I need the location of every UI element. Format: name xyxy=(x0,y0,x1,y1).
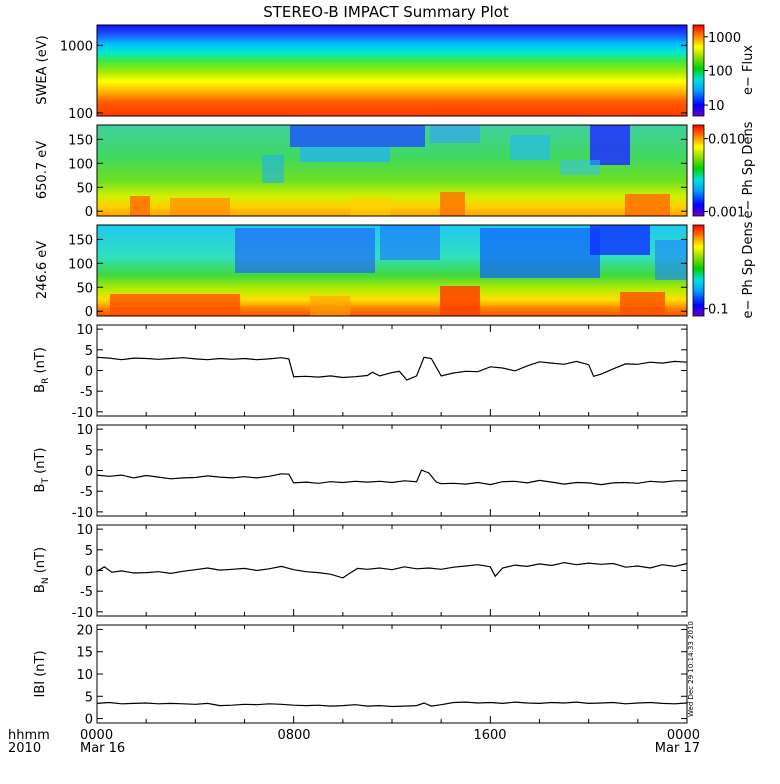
swea-frame xyxy=(96,24,688,117)
date-label-start: Mar 16 xyxy=(80,741,125,756)
corner-label-hhmm: hhmm xyxy=(8,728,50,743)
bn-ytick-label: 0 xyxy=(85,565,93,580)
bt-ytick-label: 0 xyxy=(85,465,93,480)
br-ytick-label: 10 xyxy=(76,323,93,338)
bmag-series-line xyxy=(96,701,688,708)
pad650-frame xyxy=(96,124,688,217)
pad246-y-axis: 0 50 100 150 xyxy=(68,233,687,320)
swea-ylabel: SWEA (eV) xyxy=(35,35,50,104)
pad246-frame xyxy=(96,224,688,317)
bn-ytick-label: 5 xyxy=(85,544,93,559)
pad246-ytick-label: 150 xyxy=(68,233,93,248)
swea-colorbar-label: e− Flux xyxy=(741,45,756,95)
bmag-ytick-label: 10 xyxy=(76,668,93,683)
plot-title: STEREO-B IMPACT Summary Plot xyxy=(263,3,509,21)
pad650-ytick-label: 0 xyxy=(85,205,93,220)
pad650-y-axis: 0 50 100 150 xyxy=(68,133,687,220)
bmag-ytick-label: 15 xyxy=(76,646,93,661)
bn-ylabel: BN (nT) xyxy=(33,547,51,593)
swea-ytick-label: 100 xyxy=(68,107,93,122)
pad246-colorbar xyxy=(692,224,705,317)
pad650-ytick-label: 150 xyxy=(68,133,93,148)
pad650-ylabel: 650.7 eV xyxy=(35,141,50,199)
swea-ytick-label: 1000 xyxy=(60,39,93,54)
date-label-end: Mar 17 xyxy=(655,741,700,756)
bt-frame xyxy=(96,424,688,517)
pad650-panel: 0 50 100 150 650.7 eV 0.010 0.001 e− Ph Sp D… xyxy=(35,121,756,220)
pad246-ylabel: 246.6 eV xyxy=(35,241,50,299)
swea-colorbar-tick-label: 100 xyxy=(708,65,733,80)
bt-series-line xyxy=(96,469,687,486)
side-stamp: Wed Dec 29 10:14:33 2010 xyxy=(687,621,695,717)
bn-x-ticks xyxy=(96,525,688,616)
pad650-colorbar-tick-label: 0.010 xyxy=(708,133,745,148)
pad650-colorbar-tick-label: 0.001 xyxy=(708,205,745,220)
swea-colorbar-tick-label: 1000 xyxy=(708,31,741,46)
swea-panel: 100 1000 SWEA (eV) 1000 100 10 e− Flux xyxy=(35,24,756,122)
br-panel: -10 -5 0 5 10 BR (nT) xyxy=(33,323,688,421)
bt-ytick-label: 5 xyxy=(85,444,93,459)
pad246-ytick-label: 100 xyxy=(68,257,93,272)
br-ytick-label: -10 xyxy=(72,406,93,421)
bmag-x-ticks xyxy=(96,625,688,723)
br-ytick-label: -5 xyxy=(80,385,93,400)
swea-y-axis: 100 1000 xyxy=(60,39,687,122)
bmag-ytick-label: 0 xyxy=(85,713,93,728)
br-series-line xyxy=(96,356,688,381)
bmag-frame xyxy=(96,624,688,724)
swea-colorbar-tick-label: 10 xyxy=(708,99,725,114)
pad246-colorbar-tick-label: 0.1 xyxy=(708,303,729,318)
bn-ytick-label: 10 xyxy=(76,523,93,538)
corner-label-year: 2010 xyxy=(8,741,41,756)
pad650-features xyxy=(130,125,670,216)
bt-panel: -10 -5 0 5 10 BT (nT) xyxy=(33,423,688,521)
bt-y-axis: -10 -5 0 5 10 xyxy=(72,423,687,521)
bt-x-ticks xyxy=(96,425,688,516)
pad246-ytick-label: 0 xyxy=(85,305,93,320)
br-ylabel: BR (nT) xyxy=(33,347,51,393)
bmag-ytick-label: 5 xyxy=(85,690,93,705)
pad246-panel: 0 50 100 150 246.6 eV 0.1 e− Ph Sp Dens xyxy=(35,221,756,320)
bn-series-line xyxy=(96,561,688,579)
swea-spectrogram xyxy=(97,25,687,116)
bt-ylabel: BT (nT) xyxy=(33,448,51,493)
pad650-colorbar xyxy=(692,124,705,217)
bt-ytick-label: -5 xyxy=(80,485,93,500)
br-ytick-label: 5 xyxy=(85,344,93,359)
br-x-ticks xyxy=(96,325,688,416)
time-label-0000-end: 0000 xyxy=(667,728,700,743)
bmag-panel: 0 5 10 15 20 IBI (nT) Wed Dec 29 10:14:33 20… xyxy=(33,621,695,727)
bmag-ytick-label: 20 xyxy=(76,623,93,638)
time-label-1600: 1600 xyxy=(473,728,506,743)
time-label-0800: 0800 xyxy=(277,728,310,743)
pad650-colorbar-label: e− Ph Sp Dens xyxy=(741,121,756,218)
br-ytick-label: 0 xyxy=(85,365,93,380)
bt-ytick-label: 10 xyxy=(76,423,93,438)
pad246-ytick-label: 50 xyxy=(76,281,93,296)
pad650-ytick-label: 100 xyxy=(68,157,93,172)
bn-ytick-label: -10 xyxy=(72,606,93,621)
pad246-colorbar-label: e− Ph Sp Dens xyxy=(741,221,756,318)
swea-colorbar xyxy=(692,24,705,117)
pad246-features xyxy=(110,225,687,316)
bn-y-axis: -10 -5 0 5 10 xyxy=(72,523,687,621)
pad650-ytick-label: 50 xyxy=(76,181,93,196)
swea-colorbar-ticks: 1000 100 10 xyxy=(704,31,741,114)
br-y-axis: -10 -5 0 5 10 xyxy=(72,323,687,421)
bt-ytick-label: -10 xyxy=(72,506,93,521)
bn-ytick-label: -5 xyxy=(80,585,93,600)
bmag-y-axis: 0 5 10 15 20 xyxy=(76,623,687,728)
time-axis-labels: hhmm 2010 0000 0800 1600 0000 Mar 16 Mar… xyxy=(8,728,700,756)
bmag-ylabel: IBI (nT) xyxy=(33,650,48,697)
bn-panel: -10 -5 0 5 10 BN (nT) xyxy=(33,523,688,621)
pad650-colorbar-ticks: 0.010 0.001 xyxy=(704,133,745,220)
time-label-0000-start: 0000 xyxy=(80,728,113,743)
br-frame xyxy=(96,324,688,417)
pad246-colorbar-ticks: 0.1 xyxy=(704,303,729,318)
